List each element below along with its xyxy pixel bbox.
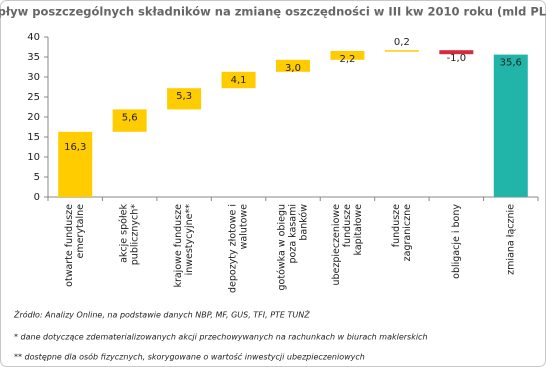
x-tick-label: zmiana łącznie — [505, 204, 516, 275]
y-tick-label: 15 — [27, 132, 40, 143]
value-label: 16,3 — [64, 142, 86, 153]
bar — [112, 109, 147, 132]
x-tick-label: otwarte fundusze — [64, 204, 75, 287]
x-tick-label: krajowe fundusze — [173, 204, 184, 288]
x-tick-label: banków — [299, 204, 310, 241]
bar — [330, 51, 365, 60]
x-tick-label: kapitałowe — [353, 204, 364, 256]
footnote: ** dostępne dla osób fizycznych, skorygo… — [14, 352, 365, 362]
value-label: 2,2 — [339, 54, 355, 65]
x-tick-label: emerytalne — [75, 204, 86, 259]
y-tick-label: 5 — [34, 172, 40, 183]
y-tick-label: 10 — [27, 152, 40, 163]
x-tick-label: akcje spółek — [119, 204, 130, 263]
x-tick-label: inwestycyjne** — [184, 204, 195, 276]
y-tick-label: 40 — [27, 32, 40, 43]
source-note: Źródło: Analizy Online, na podstawie dan… — [13, 309, 310, 320]
x-tick-label: depozyty złotowe i — [228, 204, 239, 293]
value-label: 5,3 — [176, 91, 192, 102]
value-label: 4,1 — [231, 75, 247, 86]
bar — [276, 59, 310, 72]
x-tick-label: fundusze — [391, 204, 402, 247]
value-label: -1,0 — [447, 53, 467, 64]
bar — [167, 88, 202, 110]
value-label: 5,6 — [122, 112, 138, 123]
bar — [439, 50, 474, 55]
x-tick-label: gotówka w obiegu — [277, 204, 288, 291]
y-tick-label: 20 — [27, 112, 40, 123]
value-label: 0,2 — [394, 37, 410, 48]
y-tick-label: 0 — [34, 192, 40, 203]
y-tick-label: 25 — [27, 92, 40, 103]
x-tick-label: publicznych* — [130, 204, 141, 265]
bar — [384, 50, 419, 52]
x-tick-label: walutowe — [239, 204, 250, 250]
bar — [58, 131, 93, 197]
x-tick-label: zagraniczne — [402, 204, 413, 261]
x-tick-label: obligacje i bony — [451, 204, 462, 279]
x-tick-label: fundusze — [342, 204, 353, 247]
x-tick-label: ubezpieczeniowe — [331, 204, 342, 286]
footnote: * dane dotyczące zdematerializowanych ak… — [14, 333, 428, 342]
y-tick-label: 35 — [27, 52, 40, 63]
chart-title: Wpływ poszczególnych składników na zmian… — [0, 5, 546, 19]
x-tick-label: poza kasami — [288, 204, 299, 264]
bar — [493, 54, 528, 197]
bar — [221, 71, 256, 89]
value-label: 35,6 — [500, 58, 522, 69]
y-tick-label: 30 — [27, 72, 40, 83]
value-label: 3,0 — [285, 63, 301, 74]
